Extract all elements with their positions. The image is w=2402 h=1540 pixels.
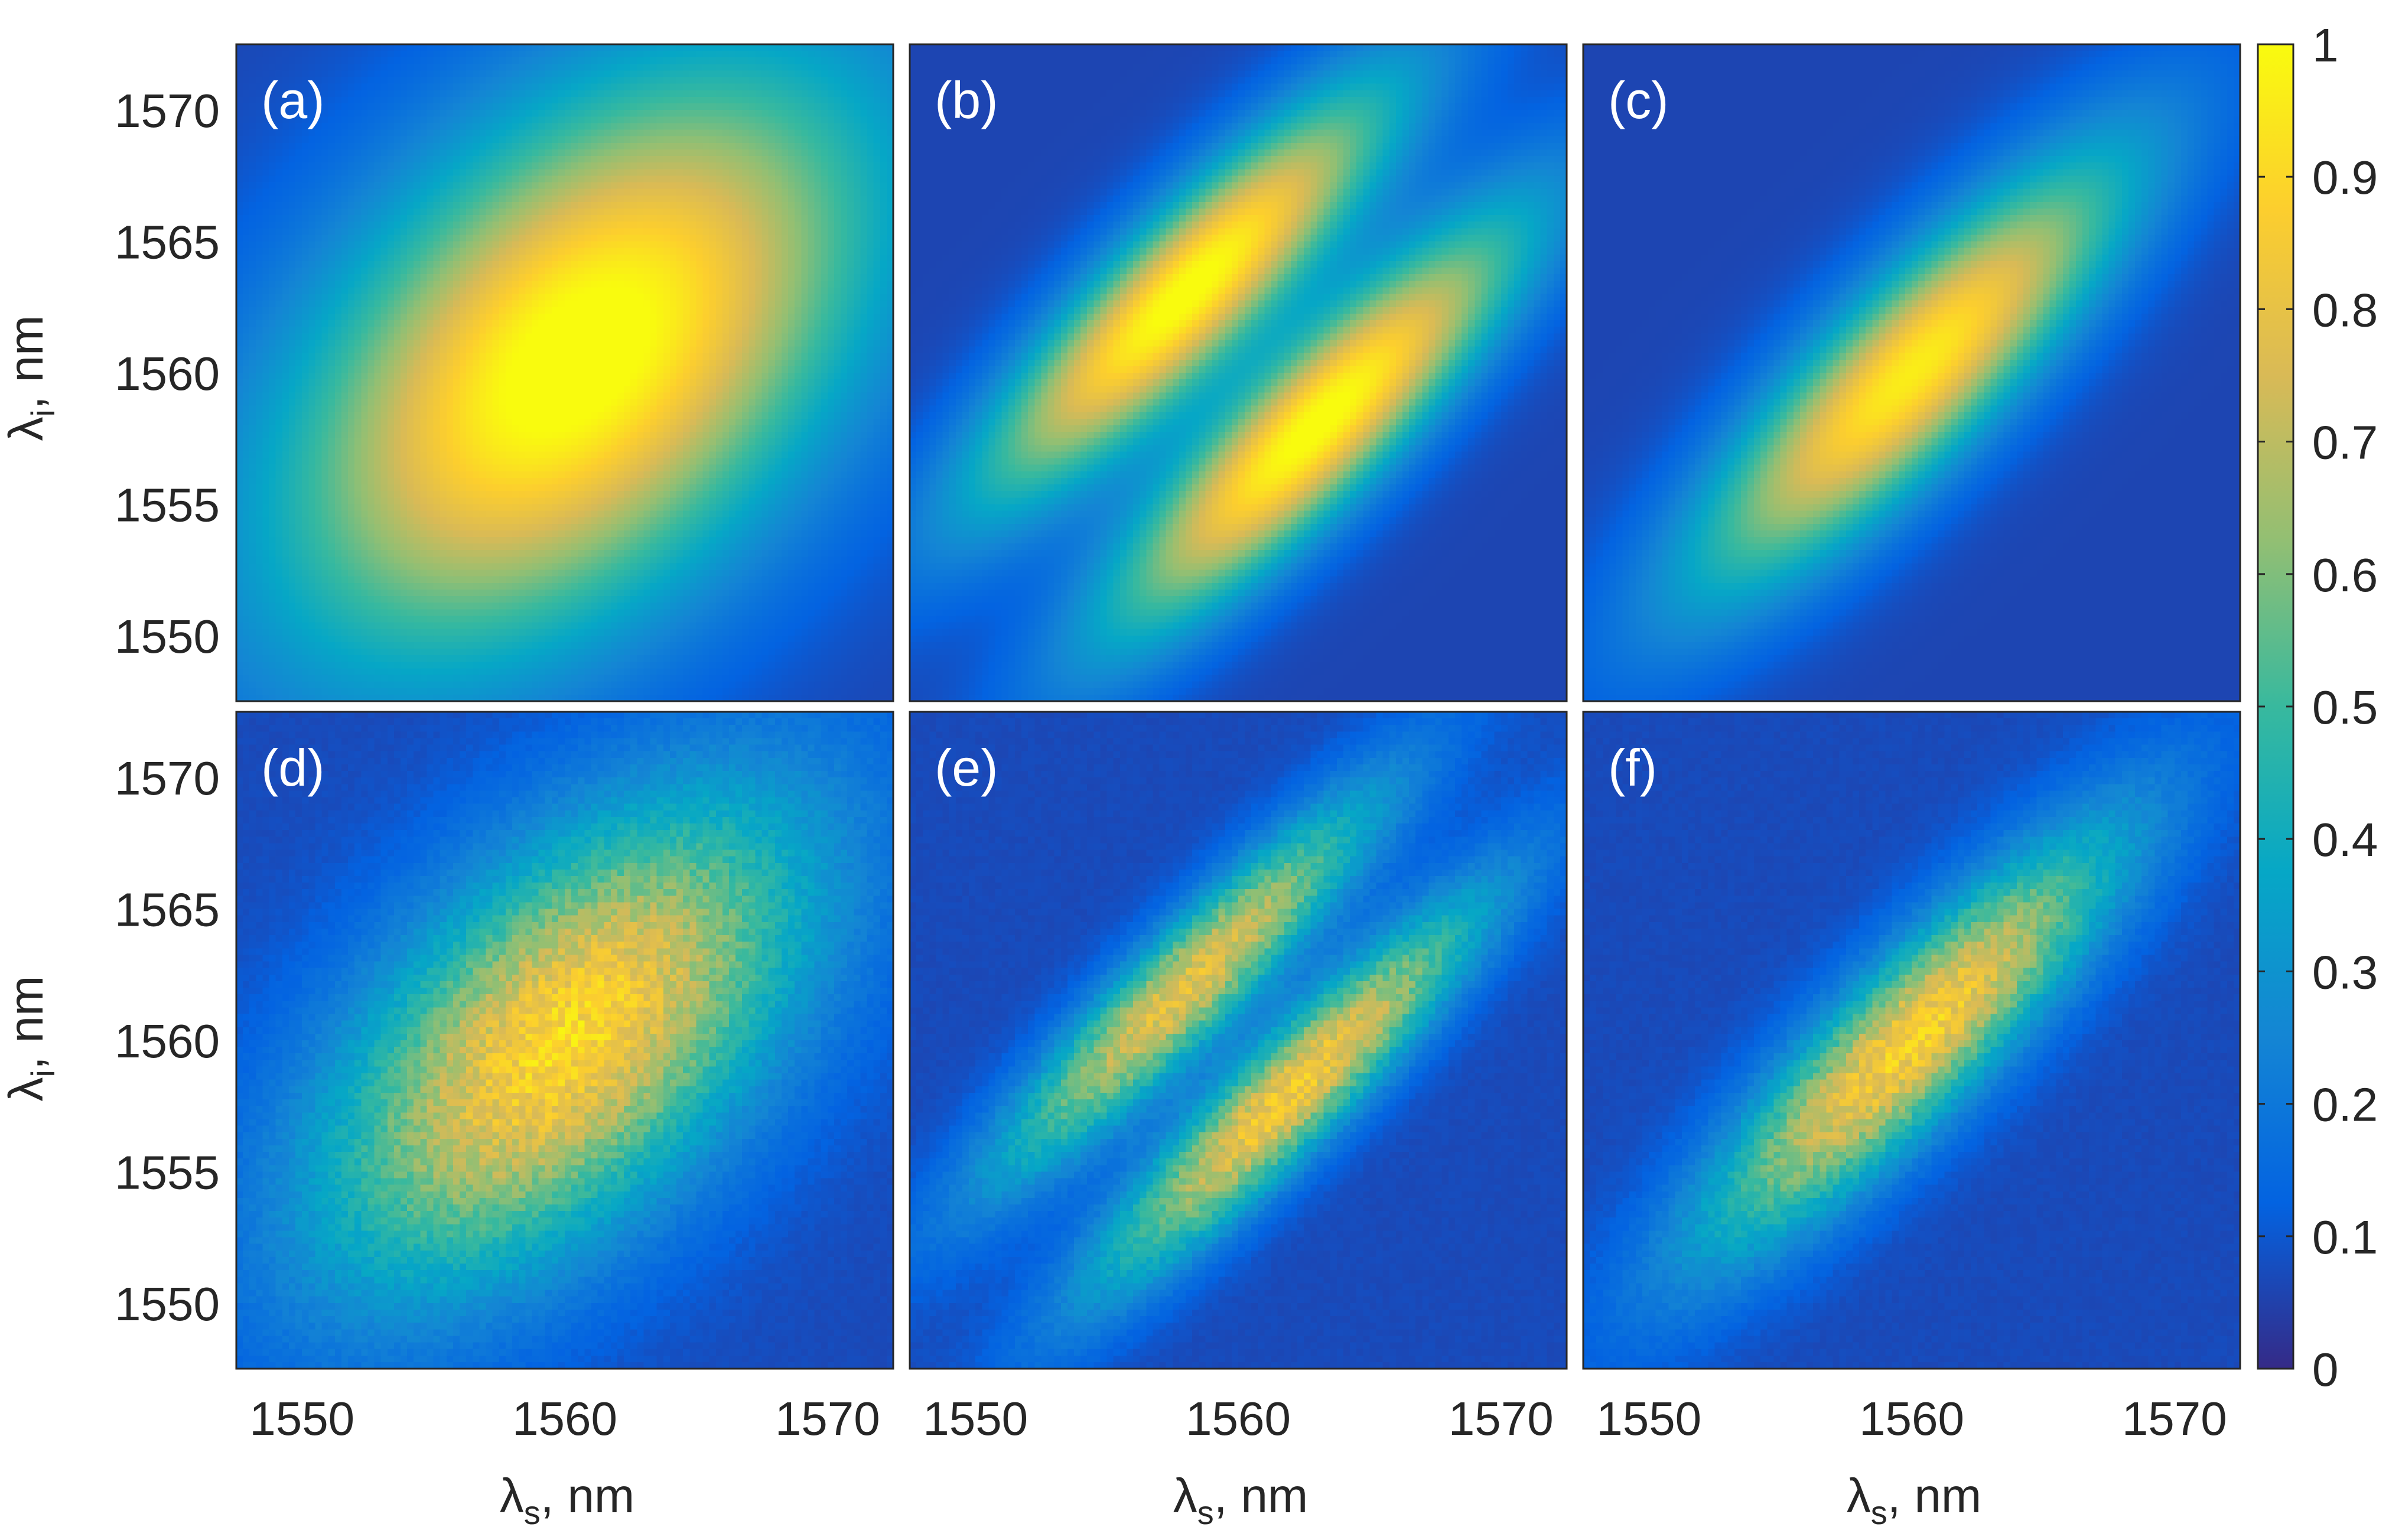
- heatmap-f: [1583, 712, 2240, 1369]
- x-tick-label: 1570: [775, 1392, 880, 1445]
- heatmap-b: [910, 44, 1567, 701]
- panel-b: (b): [909, 43, 1568, 702]
- panel-label-f: (f): [1608, 738, 1657, 797]
- colorbar-tick-label: 0.5: [2312, 681, 2378, 734]
- y-tick-label: 1565: [115, 884, 220, 936]
- y-tick-label: 1555: [115, 478, 220, 531]
- panel-f: (f) 1550 1560 1570: [1582, 711, 2241, 1445]
- colorbar-tick-label: 1: [2312, 19, 2339, 71]
- y-tick-label: 1560: [115, 347, 220, 400]
- panel-label-a: (a): [261, 71, 325, 129]
- panel-e: (e) 1550 1560 1570: [909, 711, 1568, 1445]
- x-tick-label: 1570: [1449, 1392, 1554, 1445]
- heatmap-e: [910, 712, 1567, 1369]
- x-axis-label-middle: λs, nm: [1173, 1469, 1308, 1531]
- heatmap-a: [236, 44, 893, 701]
- panel-frame-f: [1582, 711, 2241, 1370]
- x-tick-label: 1550: [1596, 1392, 1701, 1445]
- x-tick-label: 1550: [923, 1392, 1028, 1445]
- y-axis-label-bottom: λi, nm: [0, 976, 61, 1102]
- colorbar-tick-label: 0.8: [2312, 284, 2378, 336]
- colorbar-tick-label: 0.3: [2312, 946, 2378, 998]
- panel-frame-b: [909, 43, 1568, 702]
- x-axis-label-right: λs, nm: [1847, 1469, 1981, 1531]
- x-axis-label-left: λs, nm: [500, 1469, 634, 1531]
- colorbar: 0 0.1 0.2 0.3 0.4 0.5 0.6 0.7 0.8 0.9 1: [2257, 19, 2378, 1396]
- colorbar-tick-label: 0.4: [2312, 813, 2378, 866]
- colorbar-tick-label: 0.9: [2312, 151, 2378, 204]
- y-tick-label: 1550: [115, 1278, 220, 1330]
- colorbar-tick-label: 0.6: [2312, 549, 2378, 601]
- colorbar-tick-label: 0.2: [2312, 1079, 2378, 1131]
- heatmap-c: [1583, 44, 2240, 701]
- y-tick-label: 1555: [115, 1146, 220, 1199]
- heatmap-d: [236, 712, 893, 1369]
- y-axis-label-top: λi, nm: [0, 315, 61, 441]
- colorbar-tick-label: 0.1: [2312, 1211, 2378, 1264]
- panel-c: (c): [1582, 43, 2241, 702]
- y-tick-label: 1560: [115, 1015, 220, 1067]
- panel-a: (a) 1550 1555 1560 1565 1570: [115, 43, 894, 702]
- y-tick-label: 1570: [115, 752, 220, 805]
- x-tick-label: 1550: [249, 1392, 354, 1445]
- y-tick-label: 1550: [115, 610, 220, 663]
- panel-label-c: (c): [1608, 71, 1669, 129]
- colorbar-tick-label: 0.7: [2312, 416, 2378, 469]
- panel-label-d: (d): [261, 738, 325, 797]
- colorbar-tick-label: 0: [2312, 1343, 2339, 1396]
- x-tick-label: 1560: [1186, 1392, 1291, 1445]
- x-tick-label: 1560: [512, 1392, 617, 1445]
- panel-label-e: (e): [935, 738, 998, 797]
- x-tick-label: 1570: [2122, 1392, 2227, 1445]
- panel-frame-a: [235, 43, 894, 702]
- x-tick-label: 1560: [1859, 1392, 1964, 1445]
- y-tick-label: 1565: [115, 216, 220, 269]
- panel-label-b: (b): [935, 71, 998, 129]
- heatmap-panels: (a) 1550 1555 1560 1565 1570 (b) (c) (d) 1550 1555…: [115, 43, 2241, 1445]
- axis-labels: λi, nm λi, nm λs, nm λs, nm λs, nm: [0, 315, 1981, 1531]
- panel-frame-d: [235, 711, 894, 1370]
- panel-d: (d) 1550 1555 1560 1565 1570 1550 1560 1570: [115, 711, 894, 1445]
- panel-frame-e: [909, 711, 1568, 1370]
- y-tick-label: 1570: [115, 84, 220, 137]
- panel-frame-c: [1582, 43, 2241, 702]
